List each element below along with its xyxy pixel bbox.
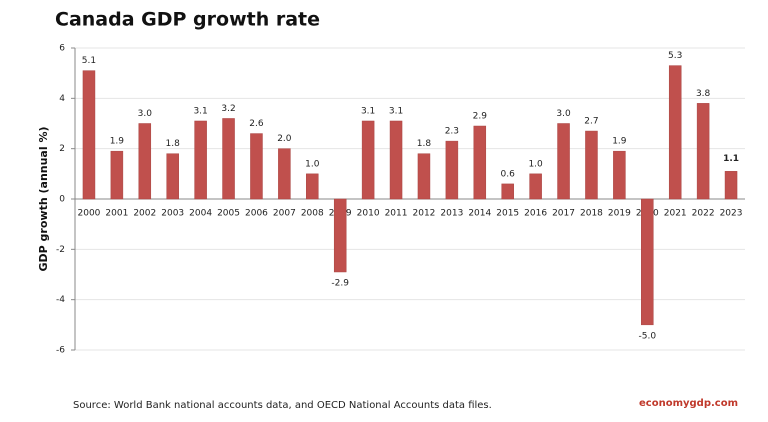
chart-title: Canada GDP growth rate (55, 9, 320, 31)
value-label: 1.0 (305, 159, 320, 169)
bar (445, 140, 459, 200)
value-label: 3.8 (696, 89, 711, 99)
x-tick-label: 2002 (133, 209, 156, 219)
value-label: 1.8 (166, 139, 181, 149)
bar (333, 198, 347, 273)
bar (696, 103, 710, 200)
value-label: 0.6 (501, 169, 516, 179)
value-label: 3.1 (389, 106, 403, 116)
bar (557, 123, 570, 200)
bar (222, 118, 235, 200)
x-tick-label: 2017 (552, 209, 575, 219)
bar (668, 65, 682, 200)
bar (194, 120, 207, 200)
value-label: -5.0 (639, 331, 657, 341)
bar (501, 183, 514, 200)
x-tick-label: 2007 (273, 209, 296, 219)
value-label: 2.3 (445, 127, 459, 137)
bar (585, 130, 598, 200)
value-label: 3.1 (193, 106, 207, 116)
bar (110, 150, 124, 200)
x-tick-label: 2012 (413, 209, 436, 219)
value-label: 5.3 (668, 51, 682, 61)
y-tick-label: -4 (56, 295, 65, 305)
x-tick-label: 2005 (217, 209, 240, 219)
x-tick-label: 2006 (245, 209, 268, 219)
bar (250, 133, 263, 200)
bar (529, 173, 542, 200)
bar (361, 120, 375, 200)
value-label: 1.9 (110, 137, 125, 147)
x-tick-label: 2013 (440, 209, 463, 219)
value-label: 2.7 (584, 117, 598, 127)
x-tick-label: 2019 (608, 209, 631, 219)
x-tick-label: 2010 (357, 209, 380, 219)
value-label: 3.0 (556, 109, 571, 119)
value-label: 1.1 (723, 154, 739, 164)
bar (724, 171, 738, 200)
x-tick-label: 2003 (161, 209, 184, 219)
y-tick-label: 4 (59, 94, 65, 104)
source: Source: World Bank national accounts dat… (73, 400, 492, 411)
x-tick-label: 2008 (301, 209, 324, 219)
y-tick-label: -6 (56, 346, 65, 356)
x-tick-label: 2022 (692, 209, 715, 219)
bar (278, 148, 291, 200)
value-label: 2.9 (473, 112, 488, 122)
value-label: 1.8 (417, 139, 432, 149)
y-tick-label: -2 (56, 245, 65, 255)
x-tick-label: 2004 (189, 209, 212, 219)
bar (417, 153, 431, 200)
x-tick-label: 2016 (524, 209, 547, 219)
bar (138, 123, 152, 200)
value-label: 3.2 (221, 104, 235, 114)
value-label: 5.1 (82, 56, 96, 66)
x-tick-label: 2000 (78, 209, 101, 219)
value-label: 2.0 (277, 134, 292, 144)
y-axis-title: GDP growth (annual %) (37, 126, 50, 271)
value-label: 2.6 (249, 119, 264, 129)
bar (82, 70, 96, 200)
bar (166, 153, 179, 200)
y-tick-label: 6 (59, 44, 65, 54)
x-tick-label: 2015 (496, 209, 519, 219)
value-label: 3.0 (138, 109, 153, 119)
x-tick-label: 2011 (385, 209, 408, 219)
bar (641, 198, 654, 326)
x-tick-label: 2023 (720, 209, 743, 219)
x-tick-label: 2021 (664, 209, 687, 219)
y-tick-label: 0 (59, 195, 65, 205)
x-tick-label: 2018 (580, 209, 603, 219)
x-tick-label: 2014 (468, 209, 491, 219)
value-label: 1.9 (612, 137, 627, 147)
y-tick-label: 2 (59, 144, 65, 154)
value-label: 3.1 (361, 106, 375, 116)
bar (306, 173, 319, 200)
x-tick-label: 2001 (105, 209, 128, 219)
bar (613, 150, 626, 200)
value-label: 1.0 (528, 159, 543, 169)
bar (389, 120, 403, 200)
value-label: -2.9 (331, 278, 349, 288)
watermark: economygdp.com (639, 398, 738, 409)
bar (473, 125, 487, 200)
